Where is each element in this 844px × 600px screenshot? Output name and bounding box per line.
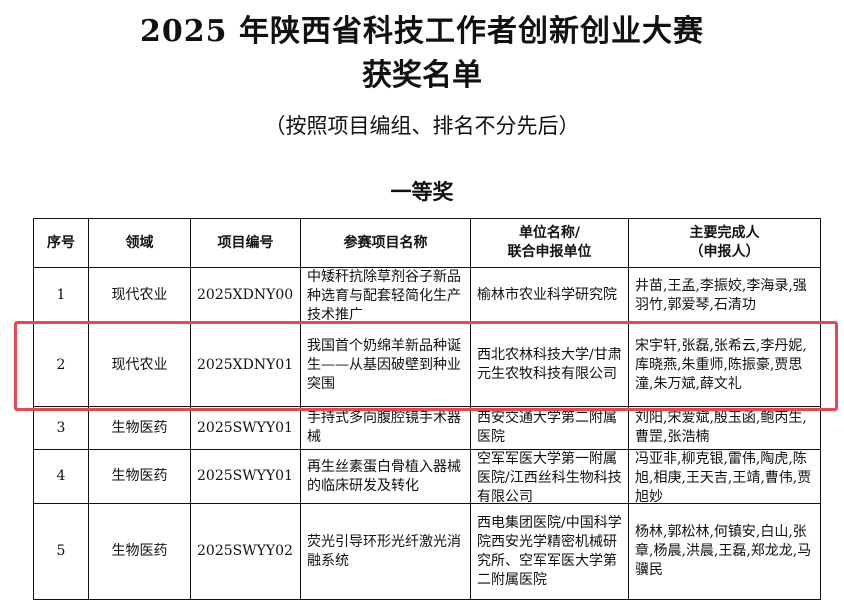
cell-people: 刘阳,宋爱斌,殷玉函,鲍丙生,曹罡,张浩楠 bbox=[628, 406, 821, 450]
cell-code: 2025XDNY013 bbox=[190, 323, 301, 407]
cell-field: 现代农业 bbox=[88, 323, 191, 407]
no-text: 5 bbox=[56, 543, 66, 559]
code-text: 2025XDNY002 bbox=[197, 287, 294, 303]
cell-unit: 空军军医大学第一附属医院/江西丝科生物科技有限公司 bbox=[470, 449, 629, 504]
column-header: 主要完成人 （申报人） bbox=[628, 218, 821, 268]
column-header: 单位名称/ 联合申报单位 bbox=[470, 218, 629, 268]
cell-no: 5 bbox=[33, 503, 89, 600]
project-text: 再生丝素蛋白骨植入器械的临床研发及转化 bbox=[307, 458, 461, 494]
cell-no: 2 bbox=[33, 323, 89, 407]
cell-no: 1 bbox=[33, 267, 89, 324]
table-row: 4 生物医药 2025SWYY016 再生丝素蛋白骨植入器械的临床研发及转化 空军军医大… bbox=[33, 449, 821, 504]
cell-no: 3 bbox=[33, 406, 89, 450]
project-text: 我国首个奶绵羊新品种诞生——从基因破壁到种业突围 bbox=[307, 337, 461, 392]
award-table: 序号 领域 项目编号 参赛项目名称 单位名称/ 联合申报单位 主要完成人 （申报人） 1 现… bbox=[33, 218, 821, 600]
cell-project: 我国首个奶绵羊新品种诞生——从基因破壁到种业突围 bbox=[300, 323, 471, 407]
table-row: 2 现代农业 2025XDNY013 我国首个奶绵羊新品种诞生——从基因破壁到种业突围… bbox=[33, 323, 821, 407]
project-text: 中矮秆抗除草剂谷子新品种选育与配套轻简化生产技术推广 bbox=[307, 269, 461, 323]
cell-project: 荧光引导环形光纤激光消融系统 bbox=[300, 503, 471, 600]
cell-code: 2025XDNY002 bbox=[190, 267, 301, 324]
cell-no: 4 bbox=[33, 449, 89, 504]
cell-field: 生物医药 bbox=[88, 406, 191, 450]
section-heading: 一等奖 bbox=[390, 179, 454, 204]
table-row: 5 生物医药 2025SWYY027 荧光引导环形光纤激光消融系统 西电集团医院/中国科… bbox=[33, 503, 821, 600]
cell-unit: 西北农林科技大学/甘肃元生农牧科技有限公司 bbox=[470, 323, 629, 407]
cell-field: 生物医药 bbox=[88, 503, 191, 600]
project-text: 手持式多向腹腔镜手术器械 bbox=[307, 410, 461, 445]
people-text: 冯亚非,柳克银,雷伟,陶虎,陈旭,相庚,王天吉,王靖,曹伟,贾旭妙 bbox=[635, 451, 812, 503]
document-title: 2025 年陕西省科技工作者创新创业大赛 bbox=[140, 14, 704, 49]
code-text: 2025SWYY027 bbox=[197, 543, 294, 559]
unit-text: 西电集团医院/中国科学院西安光学精密机械研究所、空军军医大学第二附属医院 bbox=[477, 514, 622, 588]
code-text: 2025XDNY013 bbox=[197, 356, 294, 373]
table-row: 3 生物医药 2025SWYY012 手持式多向腹腔镜手术器械 西安交通大学第二附属医院… bbox=[33, 406, 821, 450]
field-text: 生物医药 bbox=[111, 543, 168, 559]
document-subtitle: （按照项目编组、排名不分先后） bbox=[264, 114, 580, 138]
cell-field: 现代农业 bbox=[88, 267, 191, 324]
project-text: 荧光引导环形光纤激光消融系统 bbox=[307, 533, 461, 569]
cell-code: 2025SWYY027 bbox=[190, 503, 301, 600]
people-text: 杨林,郭松林,何镇安,白山,张章,杨晨,洪晨,王磊,郑龙龙,马骥民 bbox=[635, 524, 812, 578]
no-text: 3 bbox=[56, 419, 66, 436]
cell-unit: 西安交通大学第二附属医院 bbox=[470, 406, 629, 450]
unit-text: 西安交通大学第二附属医院 bbox=[477, 410, 617, 445]
cell-unit: 榆林市农业科学研究院 bbox=[470, 267, 629, 324]
cell-people: 冯亚非,柳克银,雷伟,陶虎,陈旭,相庚,王天吉,王靖,曹伟,贾旭妙 bbox=[628, 449, 821, 504]
code-text: 2025SWYY016 bbox=[197, 468, 294, 484]
cell-code: 2025SWYY012 bbox=[190, 406, 301, 450]
people-text: 刘阳,宋爱斌,殷玉函,鲍丙生,曹罡,张浩楠 bbox=[635, 410, 807, 445]
cell-people: 宋宇轩,张磊,张希云,李丹妮,库晓燕,朱重师,陈振豪,贾思潼,朱万斌,薛文礼 bbox=[628, 323, 821, 407]
field-text: 生物医药 bbox=[111, 468, 168, 484]
code-text: 2025SWYY012 bbox=[197, 419, 294, 436]
column-header: 领域 bbox=[88, 218, 191, 268]
column-header: 序号 bbox=[33, 218, 89, 268]
field-text: 现代农业 bbox=[111, 287, 168, 303]
cell-people: 井苗,王孟,李振姣,李海录,强羽竹,郭爱琴,石清功 bbox=[628, 267, 821, 324]
cell-field: 生物医药 bbox=[88, 449, 191, 504]
no-text: 2 bbox=[56, 356, 66, 373]
cell-project: 再生丝素蛋白骨植入器械的临床研发及转化 bbox=[300, 449, 471, 504]
field-text: 生物医药 bbox=[111, 419, 168, 436]
document-title-line2: 获奖名单 bbox=[362, 58, 482, 93]
cell-unit: 西电集团医院/中国科学院西安光学精密机械研究所、空军军医大学第二附属医院 bbox=[470, 503, 629, 600]
table-row: 1 现代农业 2025XDNY002 中矮秆抗除草剂谷子新品种选育与配套轻简化生产技术… bbox=[33, 267, 821, 324]
column-header: 参赛项目名称 bbox=[300, 218, 471, 268]
no-text: 4 bbox=[56, 468, 66, 484]
unit-text: 空军军医大学第一附属医院/江西丝科生物科技有限公司 bbox=[477, 451, 622, 503]
cell-project: 手持式多向腹腔镜手术器械 bbox=[300, 406, 471, 450]
cell-people: 杨林,郭松林,何镇安,白山,张章,杨晨,洪晨,王磊,郑龙龙,马骥民 bbox=[628, 503, 821, 600]
people-text: 井苗,王孟,李振姣,李海录,强羽竹,郭爱琴,石清功 bbox=[635, 277, 807, 313]
unit-text: 西北农林科技大学/甘肃元生农牧科技有限公司 bbox=[477, 347, 622, 382]
people-text: 宋宇轩,张磊,张希云,李丹妮,库晓燕,朱重师,陈振豪,贾思潼,朱万斌,薛文礼 bbox=[635, 337, 807, 392]
column-header: 项目编号 bbox=[190, 218, 301, 268]
unit-text: 榆林市农业科学研究院 bbox=[477, 287, 617, 303]
no-text: 1 bbox=[56, 287, 66, 303]
cell-code: 2025SWYY016 bbox=[190, 449, 301, 504]
cell-project: 中矮秆抗除草剂谷子新品种选育与配套轻简化生产技术推广 bbox=[300, 267, 471, 324]
field-text: 现代农业 bbox=[111, 356, 168, 373]
